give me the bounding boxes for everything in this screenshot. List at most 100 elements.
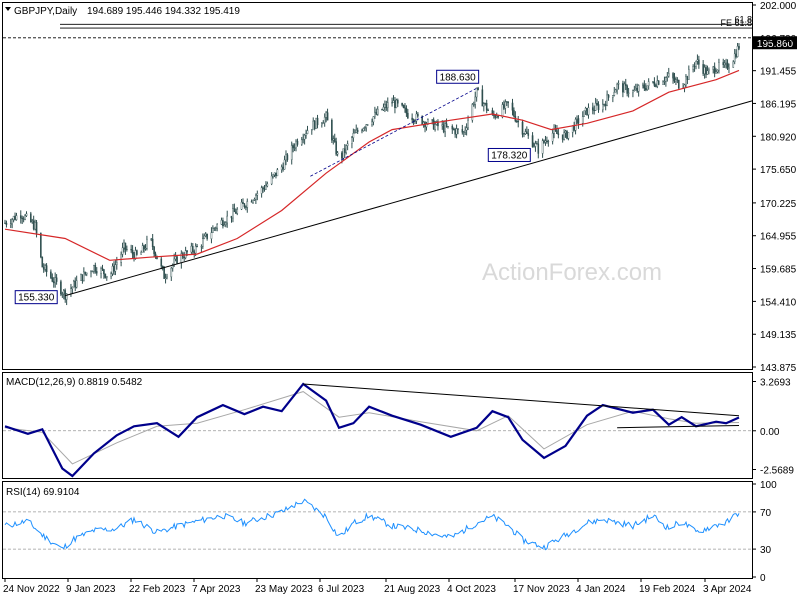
- candle-body: [534, 143, 537, 147]
- price-axis-label: 196.730: [760, 34, 797, 45]
- candle-body: [397, 99, 399, 104]
- candle-body: [35, 222, 38, 234]
- candle-body: [665, 77, 667, 82]
- candle-body: [457, 128, 459, 130]
- time-axis-label: 3 Apr 2024: [703, 584, 752, 595]
- candle-body: [81, 274, 84, 281]
- candle-body: [61, 293, 64, 295]
- candle-body: [371, 121, 373, 126]
- macd-axis-label: 3.2693: [760, 377, 791, 388]
- candle-body: [25, 213, 28, 216]
- candle-body: [321, 123, 323, 126]
- candle-body: [541, 140, 544, 154]
- candle-body: [111, 266, 114, 274]
- candle-body: [131, 249, 134, 255]
- candle-body: [606, 94, 608, 106]
- candle-body: [260, 187, 263, 194]
- price-axis-label: 143.875: [760, 363, 797, 374]
- candle-body: [474, 96, 477, 105]
- candle-body: [71, 286, 74, 290]
- candle-body: [607, 94, 610, 98]
- candle-body: [202, 238, 204, 247]
- candle-body: [40, 232, 42, 258]
- candle-body: [15, 215, 18, 220]
- candle-body: [212, 228, 214, 233]
- candle-body: [543, 140, 545, 143]
- candle-body: [136, 250, 138, 255]
- macd-signal-line: [4, 391, 740, 465]
- candle-body: [461, 129, 464, 133]
- candle-body: [576, 118, 578, 120]
- candle-body: [432, 119, 435, 130]
- candle-body: [236, 209, 239, 214]
- candle-body: [395, 99, 398, 109]
- swing-label-text: 155.330: [18, 293, 55, 304]
- candle-body: [736, 46, 739, 57]
- candle-body: [285, 154, 287, 161]
- candle-body: [353, 132, 356, 134]
- candle-body: [563, 132, 565, 140]
- candle-body: [242, 202, 244, 204]
- candle-body: [232, 208, 234, 219]
- candle-body: [310, 129, 313, 131]
- candle-body: [454, 129, 456, 135]
- candle-body: [22, 218, 25, 220]
- candle-body: [265, 185, 267, 190]
- time-axis-label: 7 Apr 2023: [192, 584, 241, 595]
- candle-body: [116, 262, 118, 265]
- candle-body: [603, 103, 606, 105]
- candle-body: [235, 211, 237, 214]
- candle-body: [527, 133, 530, 136]
- candle-body: [566, 130, 568, 139]
- candle-body: [293, 147, 296, 149]
- time-axis-label: 6 Jul 2023: [318, 584, 365, 595]
- candle-body: [60, 281, 62, 295]
- price-axis-label: 154.410: [760, 297, 797, 308]
- candle-body: [21, 217, 24, 219]
- candle-body: [698, 59, 700, 65]
- candle-body: [45, 265, 48, 273]
- candle-body: [381, 108, 383, 111]
- candle-body: [551, 133, 554, 142]
- candle-body: [351, 137, 353, 144]
- candle-body: [323, 117, 326, 124]
- candle-body: [732, 61, 735, 68]
- candle-body: [452, 128, 455, 130]
- candle-body: [642, 84, 644, 86]
- candle-body: [104, 273, 107, 278]
- fib-level-label: 61.8: [734, 14, 752, 24]
- candle-body: [693, 66, 696, 68]
- candle-body: [193, 251, 196, 254]
- candle-body: [706, 70, 709, 75]
- candle-body: [80, 274, 82, 281]
- candle-body: [44, 265, 46, 270]
- candle-body: [280, 166, 283, 170]
- candle-body: [557, 133, 560, 135]
- candle-body: [245, 206, 247, 208]
- candle-body: [521, 121, 524, 135]
- candle-body: [712, 66, 714, 70]
- candle-body: [533, 146, 535, 148]
- rsi-axis-label: 70: [760, 508, 772, 519]
- candle-body: [511, 102, 514, 111]
- candle-body: [722, 62, 725, 66]
- candle-body: [326, 112, 329, 121]
- candle-body: [402, 105, 405, 108]
- candle-body: [300, 139, 303, 145]
- candle-body: [141, 245, 144, 253]
- candle-body: [210, 232, 213, 239]
- candle-body: [455, 128, 458, 135]
- dropdown-arrow-icon[interactable]: [5, 7, 11, 11]
- candle-body: [685, 76, 687, 86]
- candle-body: [154, 253, 157, 257]
- candle-body: [583, 110, 585, 117]
- candle-body: [55, 277, 58, 282]
- candle-body: [262, 187, 264, 189]
- candle-body: [645, 87, 647, 91]
- candle-body: [692, 66, 694, 70]
- candle-body: [213, 227, 216, 229]
- candle-body: [627, 92, 630, 94]
- candle-body: [220, 220, 223, 225]
- candle-body: [100, 268, 102, 274]
- candle-body: [444, 123, 446, 132]
